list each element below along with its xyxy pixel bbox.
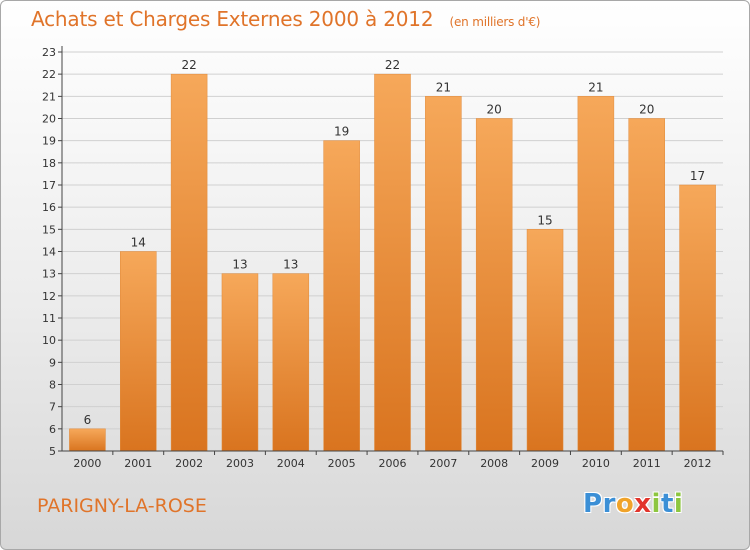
y-tick-label: 10 <box>42 334 56 347</box>
axes <box>58 46 724 455</box>
y-tick-label: 14 <box>42 246 56 259</box>
bar-value-label: 17 <box>690 169 705 183</box>
y-tick-label: 7 <box>49 401 56 414</box>
bar <box>526 229 564 452</box>
bar-value-label: 22 <box>385 58 400 72</box>
bar-value-label: 14 <box>131 236 146 250</box>
bar <box>374 73 411 452</box>
bar-value-label: 20 <box>639 103 654 117</box>
bar <box>170 73 208 452</box>
bar <box>323 140 360 452</box>
y-tick-label: 16 <box>42 201 56 214</box>
y-tick-label: 23 <box>42 46 56 59</box>
y-tick-label: 22 <box>42 68 56 81</box>
chart-title: Achats et Charges Externes 2000 à 2012 <box>31 7 434 31</box>
x-tick-label: 2002 <box>175 457 203 470</box>
bar <box>120 251 157 452</box>
x-tick-label: 2008 <box>480 457 508 470</box>
bar <box>679 184 716 452</box>
x-tick-label: 2005 <box>328 457 356 470</box>
bar <box>628 118 665 452</box>
x-tick-label: 2009 <box>531 457 559 470</box>
unit-note: (en milliers d'€) <box>449 15 541 29</box>
bar <box>69 428 106 452</box>
bar-value-label: 15 <box>537 213 552 227</box>
bar-value-label: 20 <box>487 103 502 117</box>
logo-letter: x <box>634 489 652 519</box>
y-tick-label: 9 <box>49 356 56 369</box>
y-tick-label: 18 <box>42 157 56 170</box>
x-tick-label: 2011 <box>633 457 661 470</box>
y-tick-label: 5 <box>49 445 56 458</box>
y-tick-label: 8 <box>49 379 56 392</box>
bar <box>425 96 462 452</box>
x-tick-label: 2007 <box>429 457 457 470</box>
x-tick-label: 2012 <box>684 457 712 470</box>
y-tick-label: 6 <box>49 423 56 436</box>
chart-title-block: Achats et Charges Externes 2000 à 2012 (… <box>31 7 540 31</box>
y-tick-label: 13 <box>42 268 56 281</box>
logo-letter: i <box>673 489 684 519</box>
bar-value-label: 19 <box>334 125 349 139</box>
y-tick-label: 21 <box>42 90 56 103</box>
commune-name: PARIGNY-LA-ROSE <box>37 495 207 517</box>
bar-value-label: 21 <box>588 80 603 94</box>
y-tick-label: 19 <box>42 135 56 148</box>
bar <box>272 273 310 452</box>
bar-value-label: 13 <box>232 258 247 272</box>
bar-value-label: 22 <box>181 58 196 72</box>
logo-letter: t <box>660 489 674 519</box>
logo-letter: i <box>651 489 661 519</box>
bar-value-label: 13 <box>283 258 298 272</box>
x-tick-label: 2000 <box>73 457 101 470</box>
logo-letter: P <box>583 489 603 519</box>
bar <box>577 96 615 452</box>
y-tick-label: 12 <box>42 290 56 303</box>
x-tick-label: 2006 <box>379 457 407 470</box>
y-tick-label: 15 <box>42 223 56 236</box>
proxiti-logo[interactable]: Proxiti <box>583 489 683 519</box>
bar-value-label: 21 <box>436 80 451 94</box>
labels: 5 6 7 8 9 10 11 12 13 14 15 16 17 18 19 20 21 22 23 6 2000 14… <box>42 46 712 470</box>
x-tick-label: 2010 <box>582 457 610 470</box>
bar <box>475 118 513 452</box>
bar-value-label: 6 <box>84 413 92 427</box>
logo-letter: o <box>615 489 635 519</box>
bar <box>221 273 259 452</box>
x-tick-label: 2003 <box>226 457 254 470</box>
logo-letter: r <box>602 489 616 519</box>
y-tick-label: 20 <box>42 113 56 126</box>
x-tick-label: 2004 <box>277 457 305 470</box>
x-tick-label: 2001 <box>124 457 152 470</box>
bars <box>69 73 716 452</box>
y-tick-label: 11 <box>42 312 56 325</box>
y-tick-label: 17 <box>42 179 56 192</box>
